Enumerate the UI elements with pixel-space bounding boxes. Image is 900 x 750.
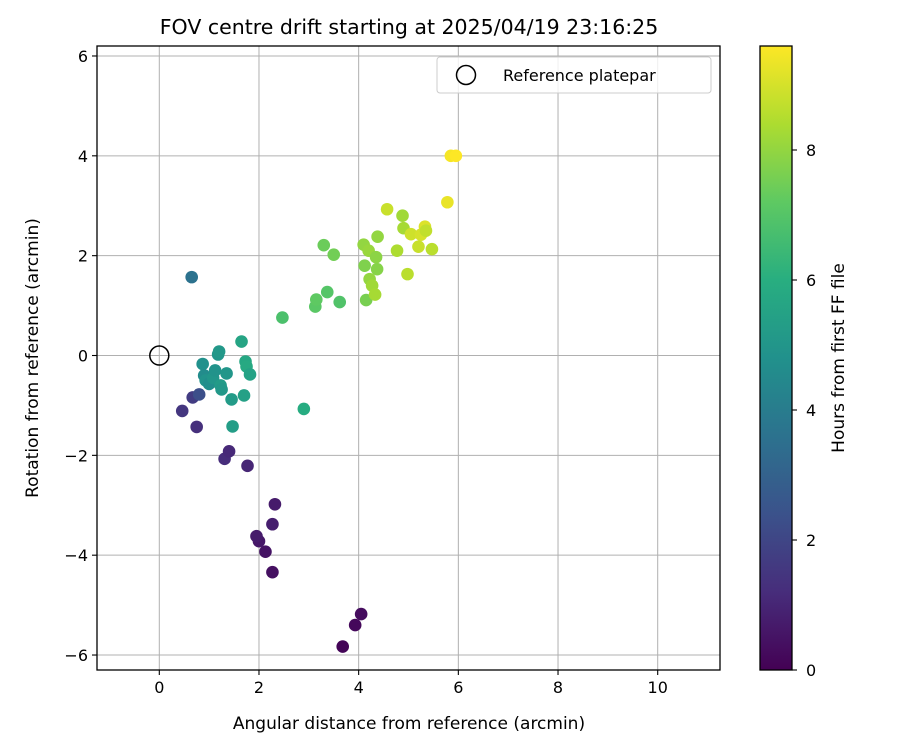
x-axis-label: Angular distance from reference (arcmin) (233, 714, 585, 734)
data-point (215, 383, 228, 396)
y-tick-label: −4 (64, 546, 88, 565)
data-point (212, 345, 226, 358)
data-point (196, 357, 209, 371)
data-point (297, 402, 311, 416)
data-point (419, 224, 433, 238)
data-point (371, 230, 384, 243)
data-point (250, 529, 263, 543)
data-points (175, 149, 463, 653)
colorbar-tick-label: 6 (806, 271, 816, 290)
data-point (276, 311, 289, 324)
data-point (208, 364, 222, 377)
data-point (185, 270, 198, 284)
y-tick-label: 2 (78, 247, 88, 266)
colorbar-gradient (759, 45, 793, 671)
legend-reference-icon (455, 64, 477, 86)
data-point (192, 388, 206, 401)
x-tick-label: 4 (354, 678, 364, 697)
data-point (336, 640, 350, 653)
data-point (441, 195, 454, 209)
y-tick-label: 6 (78, 47, 88, 66)
data-point (266, 565, 279, 579)
data-point (396, 209, 409, 223)
data-point (370, 262, 384, 276)
y-tick-label: −6 (64, 646, 88, 665)
data-point (354, 607, 368, 621)
reference-point-marker (149, 345, 170, 366)
data-point (327, 248, 341, 261)
data-point (220, 367, 233, 380)
data-point (190, 420, 203, 434)
colorbar-ticks: 0 2 4 6 8 (792, 141, 816, 680)
data-point (380, 202, 394, 216)
data-point (404, 227, 418, 241)
plot-frame (96, 45, 721, 671)
y-axis-ticks: −6 −4 −2 0 2 4 6 (64, 47, 97, 665)
grid-lines (97, 46, 720, 670)
data-point (309, 293, 323, 306)
data-point (449, 149, 463, 163)
data-point (268, 497, 282, 511)
data-point (317, 238, 331, 252)
data-point (259, 545, 272, 558)
data-point (237, 389, 251, 402)
y-tick-label: 0 (78, 347, 88, 366)
data-point (320, 285, 334, 299)
x-tick-label: 2 (254, 678, 264, 697)
colorbar-tick-label: 4 (806, 401, 816, 420)
data-point (243, 368, 257, 381)
legend-entry-label: Reference platepar (503, 66, 656, 85)
data-point (412, 240, 425, 253)
data-point (235, 335, 248, 348)
colorbar-tick-label: 0 (806, 661, 816, 680)
y-axis-label: Rotation from reference (arcmin) (23, 218, 43, 498)
data-point (401, 267, 414, 281)
data-point (369, 250, 383, 264)
legend: Reference platepar (436, 56, 712, 94)
data-point (222, 445, 236, 458)
y-tick-label: −2 (64, 446, 88, 465)
data-point (241, 459, 254, 473)
data-point (175, 404, 189, 418)
data-point (333, 295, 347, 309)
colorbar: 0 2 4 6 8 Hours from first FF file (759, 45, 849, 680)
x-axis-ticks: 0 2 4 6 8 10 (154, 670, 668, 697)
legend-box (436, 56, 712, 94)
x-tick-label: 10 (648, 678, 668, 697)
x-tick-label: 6 (453, 678, 463, 697)
x-tick-label: 0 (154, 678, 164, 697)
data-point (425, 242, 439, 256)
x-tick-label: 8 (553, 678, 563, 697)
data-point (358, 259, 371, 272)
chart-title: FOV centre drift starting at 2025/04/19 … (160, 15, 659, 39)
data-point (225, 393, 238, 406)
colorbar-label: Hours from first FF file (829, 263, 849, 453)
data-point (226, 420, 239, 433)
data-point (348, 618, 362, 632)
data-point (390, 244, 404, 257)
y-tick-label: 4 (78, 147, 88, 166)
colorbar-tick-label: 8 (806, 141, 816, 160)
data-point (266, 517, 279, 531)
colorbar-tick-label: 2 (806, 531, 816, 550)
data-point (368, 288, 382, 301)
